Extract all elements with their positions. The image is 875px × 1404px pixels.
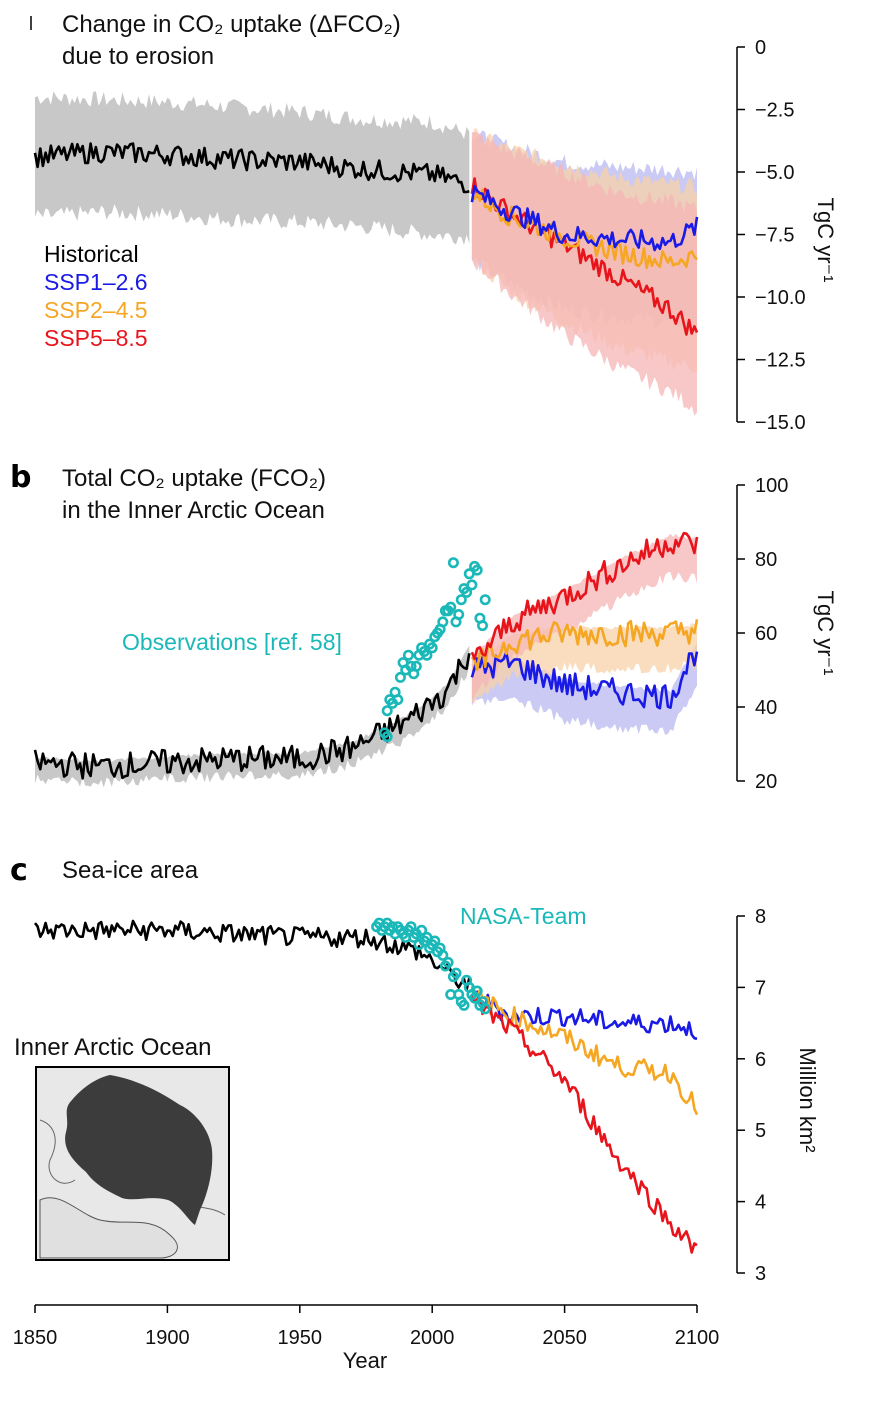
panel-b-plot <box>33 531 699 788</box>
observation-point <box>453 608 465 620</box>
y-tick-label: −2.5 <box>755 100 794 122</box>
panel-b-title-line2: in the Inner Arctic Ocean <box>62 497 325 524</box>
panel-b-y-axis: 20 40 60 80 100 <box>736 475 788 793</box>
panel-c: c Sea-ice area NASA-Team 3 4 5 6 7 8 Million … <box>10 853 820 1285</box>
y-tick-label: −15.0 <box>755 412 806 434</box>
inset-map-landmass <box>39 1197 178 1259</box>
series-line-historical <box>33 142 470 194</box>
y-tick-label: 80 <box>755 549 777 571</box>
panel-b-letter: b <box>10 460 31 495</box>
observation-point <box>442 956 454 968</box>
y-tick-label: 100 <box>755 475 788 497</box>
observation-point <box>426 642 438 654</box>
observation-point <box>410 660 422 672</box>
y-tick-label: 6 <box>755 1049 766 1071</box>
observation-point <box>479 594 491 606</box>
legend-ssp2: SSP2–4.5 <box>44 297 148 323</box>
inset-map-sea-ice <box>65 1075 213 1225</box>
series-line-ssp5-8-5 <box>470 531 699 661</box>
x-axis-label: Year <box>343 1348 387 1373</box>
panel-a-plot <box>33 91 699 416</box>
panel-b-ylabel: TgC yr⁻¹ <box>813 591 838 676</box>
y-tick-label: 20 <box>755 771 777 793</box>
inset-map <box>35 1066 230 1261</box>
observation-point <box>437 949 449 961</box>
observation-point <box>471 564 483 576</box>
y-tick-label: −12.5 <box>755 350 806 372</box>
y-tick-label: 0 <box>755 37 766 59</box>
x-axis: 1850 1900 1950 2000 2050 2100 <box>13 1304 720 1349</box>
band-historical <box>35 645 470 788</box>
y-tick-label: −7.5 <box>755 225 794 247</box>
series-line-ssp2-4-5 <box>470 985 699 1116</box>
observation-point <box>421 649 433 661</box>
band-ssp5-8-5 <box>471 132 697 416</box>
panel-c-letter: c <box>10 853 28 888</box>
observation-point <box>479 1003 491 1015</box>
panel-a-ylabel: TgC yr⁻¹ <box>813 198 838 283</box>
panel-a-y-axis: 0 −2.5 −5.0 −7.5 −10.0 −12.5 −15.0 <box>736 37 806 434</box>
y-tick-label: 40 <box>755 697 777 719</box>
panel-c-y-axis: 3 4 5 6 7 8 <box>736 906 766 1285</box>
observation-point <box>394 671 406 683</box>
series-line-ssp2-4-5 <box>470 619 699 672</box>
panel-b-title-line1: Total CO₂ uptake (FCO₂) <box>62 465 326 492</box>
y-tick-label: 7 <box>755 977 766 999</box>
panel-c-plot <box>33 917 699 1254</box>
panel-c-ylabel: Million km² <box>795 1047 820 1152</box>
inset-label: Inner Arctic Ocean <box>14 1034 211 1061</box>
observation-point <box>471 985 483 997</box>
y-tick-label: 5 <box>755 1120 766 1142</box>
panel-a: Change in CO₂ uptake (ΔFCO₂) due to eros… <box>30 11 838 434</box>
x-tick-label: 2100 <box>675 1327 720 1349</box>
y-tick-label: −10.0 <box>755 287 806 309</box>
observation-point <box>466 579 478 591</box>
observation-point <box>476 620 488 632</box>
band-ssp5-8-5 <box>471 533 697 703</box>
panel-c-title: Sea-ice area <box>62 857 199 884</box>
nasa-team-label: NASA-Team <box>460 903 587 929</box>
y-tick-label: 4 <box>755 1192 766 1214</box>
observation-point <box>381 705 393 717</box>
legend-historical: Historical <box>44 241 139 267</box>
observation-point <box>381 731 393 743</box>
x-tick-label: 1850 <box>13 1327 58 1349</box>
panel-a-title-line1: Change in CO₂ uptake (ΔFCO₂) <box>62 11 401 38</box>
band-historical <box>35 91 470 245</box>
observation-point <box>402 649 414 661</box>
legend-ssp5: SSP5–8.5 <box>44 325 148 351</box>
legend-ssp1: SSP1–2.6 <box>44 269 148 295</box>
series-line-historical <box>33 919 471 992</box>
observation-point <box>447 557 459 569</box>
observation-point <box>461 586 473 598</box>
panel-a-title-line2: due to erosion <box>62 43 214 70</box>
x-tick-label: 1900 <box>145 1327 190 1349</box>
observations-label: Observations [ref. 58] <box>122 629 342 655</box>
observation-point <box>416 924 428 936</box>
x-tick-label: 2000 <box>410 1327 455 1349</box>
x-tick-label: 2050 <box>542 1327 587 1349</box>
observation-point <box>392 694 404 706</box>
observation-point <box>429 935 441 947</box>
observation-point <box>450 967 462 979</box>
series-line-ssp5-8-5 <box>470 995 698 1254</box>
series-line-ssp1-2-6 <box>470 650 699 710</box>
observation-point <box>455 594 467 606</box>
observation-point <box>437 616 449 628</box>
observation-point <box>405 921 417 933</box>
series-line-ssp1-2-6 <box>470 185 699 252</box>
y-tick-label: −5.0 <box>755 162 794 184</box>
y-tick-label: 3 <box>755 1263 766 1285</box>
y-tick-label: 8 <box>755 906 766 928</box>
observation-point <box>458 999 470 1011</box>
series-line-historical <box>33 653 471 780</box>
x-tick-label: 1950 <box>278 1327 323 1349</box>
panel-b: b Total CO₂ uptake (FCO₂) in the Inner A… <box>10 460 838 793</box>
y-tick-label: 60 <box>755 623 777 645</box>
observation-point <box>445 601 457 613</box>
